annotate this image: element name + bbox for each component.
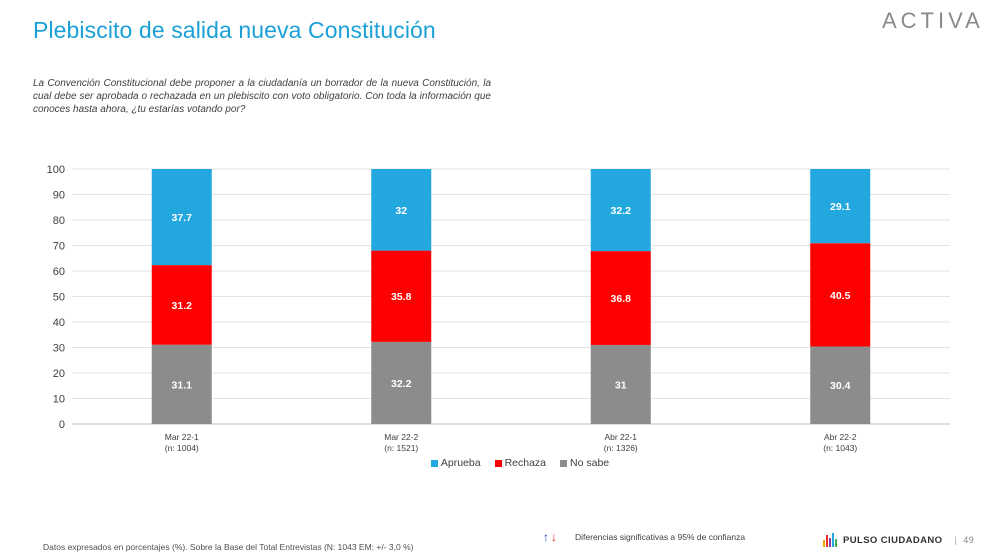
page-separator: | — [954, 534, 958, 546]
base-footnote: Datos expresados en porcentajes (%). Sob… — [43, 542, 414, 552]
x-tick-label: Mar 22-2 — [384, 432, 418, 442]
y-tick-label: 60 — [53, 266, 65, 278]
bar-segment-no-sabe — [810, 346, 871, 424]
x-tick-label: Abr 22-2 — [824, 432, 857, 442]
page-title: Plebiscito de salida nueva Constitución — [33, 17, 436, 43]
data-label: 31.1 — [172, 379, 193, 391]
stacked-bar-chart: 0 10 20 30 40 50 60 70 80 90 100 31.1 31.2 37.7 Mar 22… — [47, 164, 950, 453]
significance-arrows-icon: ↑↓ — [543, 530, 559, 544]
bar-segment-aprueba — [151, 169, 212, 266]
data-label: 40.5 — [830, 290, 851, 302]
data-label: 32.2 — [611, 205, 632, 217]
legend-label: Rechaza — [504, 457, 547, 469]
y-tick-label: 40 — [53, 317, 65, 329]
data-label: 32.2 — [391, 378, 412, 390]
y-tick-label: 20 — [53, 368, 65, 380]
y-tick-label: 90 — [53, 190, 65, 202]
legend-item: Aprueba — [430, 457, 481, 469]
bar-segment-no-sabe — [371, 341, 432, 424]
y-tick-label: 30 — [53, 343, 65, 355]
data-label: 36.8 — [611, 293, 632, 305]
legend-item: No sabe — [560, 457, 609, 469]
bar-segment-aprueba — [590, 169, 651, 252]
data-label: 35.8 — [391, 291, 412, 303]
pulso-ciudadano-brand: PULSO CIUDADANO | 49 — [823, 533, 974, 547]
arrow-up-icon: ↑ — [543, 530, 551, 544]
bar-segment-no-sabe — [590, 344, 651, 424]
activa-logo: ACTIVA — [882, 8, 984, 33]
data-label: 37.7 — [172, 212, 193, 224]
y-tick-label: 70 — [53, 241, 65, 253]
bar-segment-rechaza — [810, 243, 871, 347]
bar-segment-rechaza — [590, 251, 651, 345]
legend-label: No sabe — [570, 457, 610, 469]
x-tick-sublabel: (n: 1004) — [165, 443, 199, 453]
y-tick-label: 10 — [53, 394, 65, 406]
x-tick-sublabel: (n: 1521) — [384, 443, 418, 453]
bar-segment-rechaza — [371, 250, 432, 342]
survey-question: La Convención Constitucional debe propon… — [33, 78, 491, 115]
x-tick-sublabel: (n: 1326) — [604, 443, 638, 453]
pulso-bars-icon — [823, 533, 837, 547]
legend-label: Aprueba — [440, 457, 481, 469]
x-tick-label: Mar 22-1 — [165, 432, 199, 442]
y-tick-label: 100 — [47, 164, 65, 176]
bar-segment-no-sabe — [151, 344, 212, 424]
legend-swatch — [430, 459, 438, 467]
significance-text: Diferencias significativas a 95% de conf… — [575, 532, 746, 542]
bar-segment-aprueba — [810, 169, 871, 244]
data-label: 31 — [615, 379, 627, 391]
data-label: 30.4 — [830, 380, 851, 392]
page-number: 49 — [963, 535, 975, 545]
significance-note: ↑↓ Diferencias significativas a 95% de c… — [543, 530, 745, 544]
bar-segment-rechaza — [151, 265, 212, 345]
x-tick-sublabel: (n: 1043) — [823, 443, 857, 453]
y-tick-label: 50 — [53, 292, 65, 304]
y-tick-label: 80 — [53, 215, 65, 227]
chart-legend: Aprueba Rechaza No sabe — [0, 457, 1000, 469]
data-label: 31.2 — [172, 300, 193, 312]
legend-item: Rechaza — [494, 457, 547, 469]
arrow-down-icon: ↓ — [551, 530, 559, 544]
pulso-label: PULSO CIUDADANO — [843, 534, 943, 546]
data-label: 32 — [395, 205, 407, 217]
bar-segment-aprueba — [371, 169, 432, 251]
legend-swatch — [560, 459, 568, 467]
y-tick-label: 0 — [59, 419, 65, 431]
x-tick-label: Abr 22-1 — [604, 432, 637, 442]
legend-swatch — [494, 459, 502, 467]
data-label: 29.1 — [830, 201, 851, 213]
